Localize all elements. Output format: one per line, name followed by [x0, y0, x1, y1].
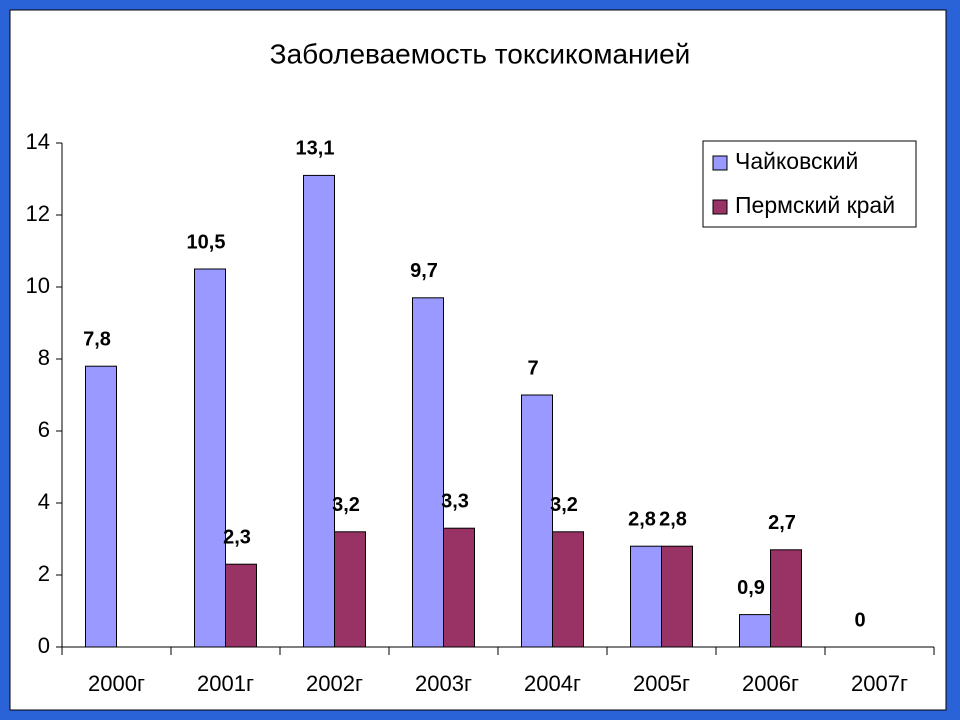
bar — [630, 545, 662, 648]
data-label: 10,5 — [187, 231, 226, 253]
x-tick-label: 2006г — [742, 671, 799, 696]
data-label: 2,8 — [659, 508, 687, 530]
y-tick-label: 2 — [38, 561, 50, 586]
y-tick-label: 0 — [38, 633, 50, 658]
x-tick-label: 2001г — [197, 671, 254, 696]
data-label: 3,2 — [332, 494, 360, 516]
x-tick-label: 2003г — [415, 671, 472, 696]
x-tick-label: 2002г — [306, 671, 363, 696]
bar — [225, 563, 257, 648]
x-tick-label: 2000г — [88, 671, 145, 696]
y-tick-label: 10 — [26, 273, 50, 298]
y-tick-label: 8 — [38, 345, 50, 370]
legend-label: Пермский край — [735, 192, 895, 218]
chart-title: Заболеваемость токсикоманией — [270, 38, 691, 69]
x-tick-label: 2007г — [851, 671, 908, 696]
bar — [739, 614, 771, 648]
data-label: 3,2 — [550, 494, 578, 516]
data-label: 7,8 — [83, 328, 111, 350]
legend-swatch — [712, 199, 728, 215]
legend-box — [702, 140, 917, 228]
data-label: 0,9 — [737, 577, 765, 599]
bar — [334, 531, 366, 648]
data-label: 3,3 — [441, 490, 469, 512]
x-tick-label: 2004г — [524, 671, 581, 696]
data-label: 0 — [854, 609, 865, 631]
data-label: 2,7 — [768, 512, 796, 534]
bar — [521, 394, 553, 648]
bar — [85, 365, 117, 648]
data-label: 2,3 — [223, 526, 251, 548]
bar — [552, 531, 584, 648]
data-label: 9,7 — [410, 260, 438, 282]
y-tick-label: 6 — [38, 417, 50, 442]
bar — [194, 268, 226, 648]
bar — [770, 549, 802, 648]
y-tick-label: 14 — [26, 129, 50, 154]
bar — [412, 297, 444, 648]
x-tick-label: 2005г — [633, 671, 690, 696]
data-label: 7 — [527, 357, 538, 379]
legend-swatch — [712, 155, 728, 171]
y-tick-label: 12 — [26, 201, 50, 226]
chart-area — [9, 9, 947, 711]
legend-label: Чайковский — [735, 148, 858, 174]
bar — [443, 527, 475, 648]
bar — [303, 174, 335, 648]
data-label: 13,1 — [296, 138, 335, 160]
y-tick-label: 4 — [38, 489, 50, 514]
data-label: 2,8 — [628, 508, 656, 530]
bar — [661, 545, 693, 648]
